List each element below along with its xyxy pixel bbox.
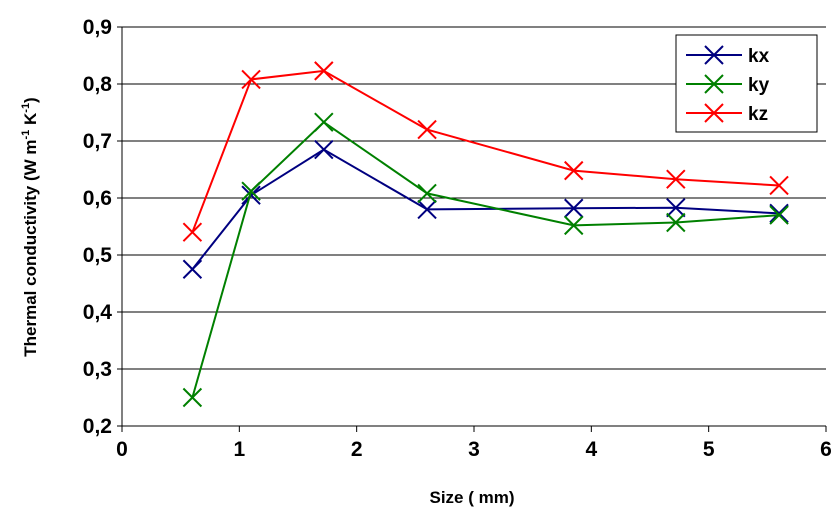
legend-label: ky xyxy=(748,75,770,96)
data-point-ky xyxy=(182,387,203,408)
data-point-ky xyxy=(241,181,261,201)
data-point-kx xyxy=(666,197,686,218)
x-tick-label: 1 xyxy=(233,438,245,461)
data-point-ky xyxy=(666,212,686,233)
legend-marker xyxy=(704,45,724,65)
x-tick-label: 0 xyxy=(116,438,128,461)
y-axis-title-exp1: -1 xyxy=(20,130,32,140)
y-axis-title-mid: K xyxy=(21,112,40,130)
series-kx xyxy=(182,139,789,279)
legend-item-ky: ky xyxy=(686,74,770,96)
x-axis-title: Size ( mm) xyxy=(429,488,514,507)
data-point-kx xyxy=(314,139,334,160)
data-point-kx xyxy=(241,185,261,205)
data-point-kz xyxy=(769,175,789,196)
tick-labels: 0,2 0,3 0,4 0,5 0,6 0,7 0,8 0,9 0 1 2 3 4 5 6 xyxy=(83,16,832,461)
legend-marker xyxy=(704,74,724,94)
data-point-kz xyxy=(182,222,203,242)
data-point-kz xyxy=(241,69,261,90)
data-point-ky xyxy=(314,112,334,132)
data-point-kz xyxy=(314,61,334,81)
y-axis-title: Thermal conductivity (W m-1 K-1) xyxy=(20,97,40,356)
gridlines xyxy=(122,26,826,370)
data-point-ky xyxy=(769,205,789,225)
legend-marker xyxy=(704,103,724,123)
x-tick-label: 5 xyxy=(703,438,715,461)
y-axis-title-end: ) xyxy=(21,97,40,103)
data-point-kx xyxy=(182,259,203,279)
data-point-kx xyxy=(564,198,584,218)
x-tick-label: 4 xyxy=(585,438,597,461)
x-tick-label: 2 xyxy=(351,438,363,461)
y-tick-label: 0,9 xyxy=(83,16,112,39)
y-tick-label: 0,8 xyxy=(83,73,113,96)
series-line-kx xyxy=(191,148,780,270)
data-point-ky xyxy=(417,183,437,204)
legend-label: kz xyxy=(748,104,768,125)
data-point-kx xyxy=(417,199,437,220)
data-series xyxy=(182,61,789,408)
data-point-kz xyxy=(666,169,686,189)
y-tick-label: 0,4 xyxy=(83,301,113,324)
data-point-kz xyxy=(417,119,437,140)
y-axis-title-main: Thermal conductivity (W m xyxy=(21,139,40,356)
y-tick-label: 0,3 xyxy=(83,358,112,381)
series-line-ky xyxy=(191,120,780,398)
legend-item-kx: kx xyxy=(686,45,770,67)
legend-label: kx xyxy=(748,46,770,67)
legend-item-kz: kz xyxy=(686,103,768,125)
y-axis-title-exp2: -1 xyxy=(20,103,32,113)
y-tick-label: 0,5 xyxy=(83,244,113,267)
series-ky xyxy=(182,112,789,408)
x-tick-label: 3 xyxy=(468,438,480,461)
data-point-kx xyxy=(769,203,789,224)
y-tick-label: 0,2 xyxy=(83,415,112,438)
data-point-ky xyxy=(564,215,584,236)
x-tick-label: 6 xyxy=(820,438,832,461)
y-tick-label: 0,7 xyxy=(83,130,112,153)
legend: kx ky kz xyxy=(675,34,818,133)
y-tick-label: 0,6 xyxy=(83,187,112,210)
data-point-kz xyxy=(564,160,584,181)
series-kz xyxy=(182,61,789,242)
